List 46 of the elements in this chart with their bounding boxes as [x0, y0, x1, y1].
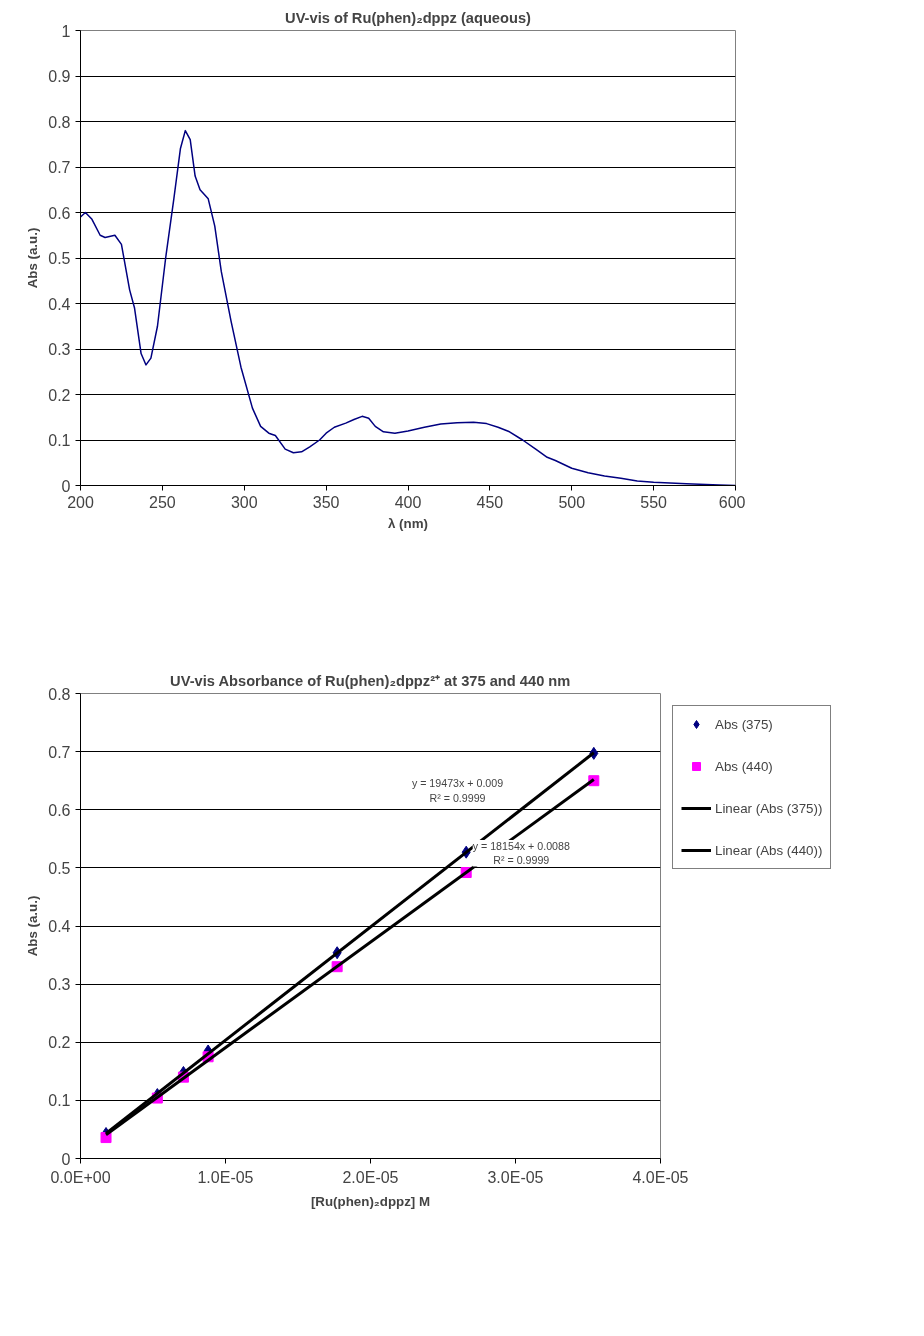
x-tick-label: 250 [149, 493, 176, 511]
y-tick-label: 0.4 [48, 918, 71, 935]
x-axis-title: λ (nm) [388, 515, 429, 531]
y-tick-label: 0.3 [48, 341, 71, 358]
legend-label: Linear (Abs (440)) [715, 842, 823, 858]
annotation: y = 18154x + 0.0088 R² = 0.9999 [472, 839, 570, 867]
x-tick-label: 300 [230, 493, 258, 511]
x-tick-label: 600 [718, 493, 746, 511]
chart-title: UV-vis of Ru(phen)₂dppz (aqueous) [285, 9, 532, 26]
legend-label: Abs (440) [715, 758, 773, 774]
annotation: y = 19473x + 0.009 R² = 0.9999 [411, 777, 504, 804]
y-tick-label: 0.5 [48, 859, 71, 877]
legend-label: Linear (Abs (375)) [715, 800, 823, 816]
y-tick-label: 0.5 [48, 250, 71, 267]
y-tick-label: 0.7 [48, 159, 71, 176]
x-tick-label: 550 [640, 493, 668, 511]
y-tick-label: 0.2 [48, 1034, 71, 1052]
y-tick-label: 0.8 [48, 685, 71, 703]
x-tick-label: 400 [394, 493, 422, 511]
y-tick-label: 0.4 [48, 295, 71, 313]
y-tick-label: 0.6 [48, 204, 71, 222]
y-tick-label: 0 [61, 477, 71, 495]
y-tick-label: 0.8 [48, 113, 71, 131]
y-tick-label: 0.1 [48, 432, 71, 449]
x-tick-label: 450 [476, 493, 504, 511]
x-tick-label: 2.0E-05 [342, 1168, 399, 1186]
x-tick-label: 200 [67, 493, 94, 511]
y-tick-label: 0.1 [48, 1092, 71, 1110]
y-tick-label: 0.7 [48, 743, 71, 761]
x-tick-label: 3.0E-05 [487, 1168, 544, 1186]
y-tick-label: 0.2 [48, 386, 71, 404]
y-axis-title: Abs (a.u.) [25, 895, 41, 957]
x-tick-label: 350 [312, 493, 340, 511]
y-tick-label: 0.6 [48, 801, 71, 819]
x-axis-title: [Ru(phen)₂dppz] M [310, 1193, 431, 1209]
y-tick-label: 0.9 [48, 68, 71, 85]
y-axis-title: Abs (a.u.) [25, 227, 41, 289]
x-tick-label: 0.0E+00 [50, 1168, 111, 1186]
y-tick-label: 0.3 [48, 976, 71, 994]
x-tick-label: 1.0E-05 [197, 1168, 254, 1186]
y-tick-label: 1 [61, 22, 71, 40]
x-tick-label: 500 [558, 493, 586, 511]
y-tick-label: 0 [61, 1150, 71, 1168]
x-tick-label: 4.0E-05 [632, 1168, 689, 1186]
legend-label: Abs (375) [715, 716, 773, 732]
chart-title: UV-vis Absorbance of Ru(phen)₂dppz²⁺ at 375 and 440 nm [170, 672, 571, 689]
